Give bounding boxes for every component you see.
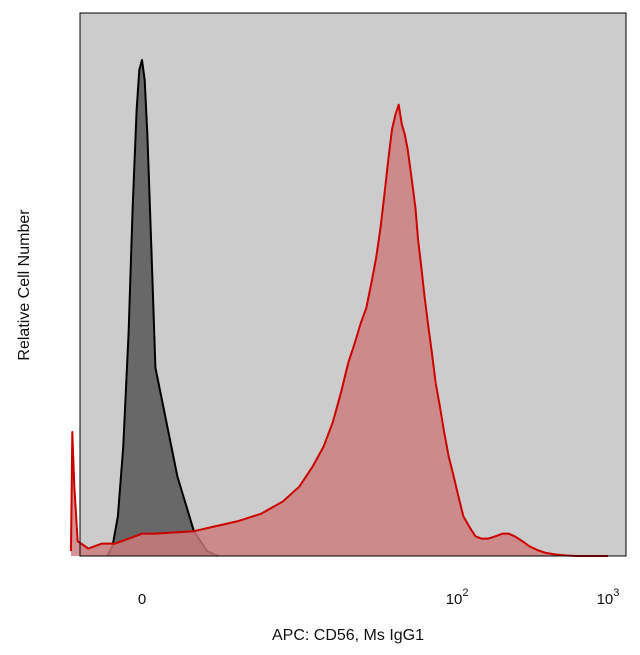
y-axis-label: Relative Cell Number [16,209,33,361]
x-axis-ticks: 0 102 103 [138,587,620,608]
x-tick-label: 103 [597,587,620,608]
x-tick-label: 0 [138,591,146,608]
histogram-area-cd56-stained [70,104,609,556]
histogram-area-isotype-control [107,60,219,556]
x-tick-exponent: 3 [613,587,619,599]
series-layer [69,59,609,557]
histogram-line-isotype-control [106,59,219,557]
histogram-line-cd56-stained [69,103,608,557]
x-tick-exponent: 2 [462,587,468,599]
x-axis-label: APC: CD56, Ms IgG1 [272,627,424,644]
plot-frame [79,12,627,557]
x-tick-label: 102 [446,587,469,608]
